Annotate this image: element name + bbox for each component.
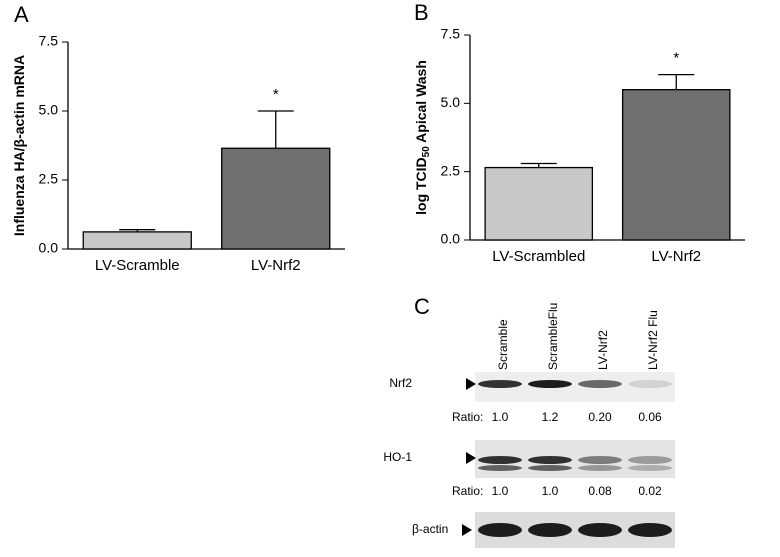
- band: [528, 380, 572, 388]
- bar: [484, 166, 594, 241]
- band: [628, 380, 672, 388]
- row-arrow: [462, 524, 472, 536]
- y-tick-label: 5.0: [441, 94, 461, 110]
- band: [628, 523, 672, 537]
- bar: [221, 147, 331, 250]
- y-tick-label: 0.0: [441, 231, 461, 247]
- y-axis-label-part: Apical Wash: [413, 60, 429, 146]
- ratio-label: Ratio:: [452, 484, 483, 498]
- ratio-value: 0.02: [638, 484, 662, 498]
- x-tick-label: LV-Nrf2: [651, 248, 701, 265]
- row-arrow: [466, 378, 476, 390]
- panel-label: A: [14, 2, 29, 27]
- y-axis-label: Influenza HA/β-actin mRNA: [11, 55, 27, 236]
- lane-label: Scramble: [496, 319, 510, 370]
- y-tick-label: 7.5: [39, 33, 59, 49]
- ratio-value: 0.06: [638, 410, 662, 424]
- panel-label: C: [414, 294, 430, 319]
- row-label: HO-1: [383, 450, 412, 464]
- band: [628, 465, 672, 471]
- y-tick-label: 5.0: [39, 102, 59, 118]
- band: [478, 523, 522, 537]
- row-label: Nrf2: [389, 376, 412, 390]
- x-tick-label: LV-Nrf2: [251, 257, 301, 274]
- band: [528, 523, 572, 537]
- ratio-value: 1.0: [542, 484, 559, 498]
- bar: [621, 89, 731, 241]
- y-tick-label: 2.5: [441, 162, 461, 178]
- band: [578, 380, 622, 388]
- y-axis-label: log TCID50 Apical Wash: [413, 60, 432, 215]
- y-tick-label: 0.0: [39, 240, 59, 256]
- y-tick-label: 7.5: [441, 26, 461, 42]
- ratio-value: 0.20: [588, 410, 612, 424]
- band: [528, 456, 572, 464]
- annotation: *: [273, 86, 279, 103]
- bar: [82, 231, 192, 250]
- band: [578, 523, 622, 537]
- panel-label: B: [414, 0, 429, 25]
- ratio-value: 1.0: [492, 410, 509, 424]
- band: [478, 456, 522, 464]
- band: [578, 456, 622, 464]
- ratio-label: Ratio:: [452, 410, 483, 424]
- lane-label: LV-Nrf2 Flu: [646, 310, 660, 370]
- band: [478, 380, 522, 388]
- band: [478, 465, 522, 471]
- band: [628, 456, 672, 464]
- lane-label: ScrambleFlu: [546, 303, 560, 370]
- band: [578, 465, 622, 471]
- annotation: *: [673, 50, 679, 67]
- lane-label: LV-Nrf2: [596, 330, 610, 370]
- y-tick-label: 2.5: [39, 171, 59, 187]
- x-tick-label: LV-Scramble: [95, 257, 180, 274]
- band: [528, 465, 572, 471]
- x-tick-label: LV-Scrambled: [492, 248, 585, 265]
- ratio-value: 1.0: [492, 484, 509, 498]
- ratio-value: 1.2: [542, 410, 559, 424]
- ratio-value: 0.08: [588, 484, 612, 498]
- y-axis-label-part: log TCID: [413, 157, 429, 215]
- y-axis-label-part: 50: [421, 146, 432, 158]
- y-axis-label-part: Influenza HA/β-actin mRNA: [11, 55, 27, 236]
- row-label: β-actin: [412, 522, 448, 536]
- row-arrow: [466, 452, 476, 464]
